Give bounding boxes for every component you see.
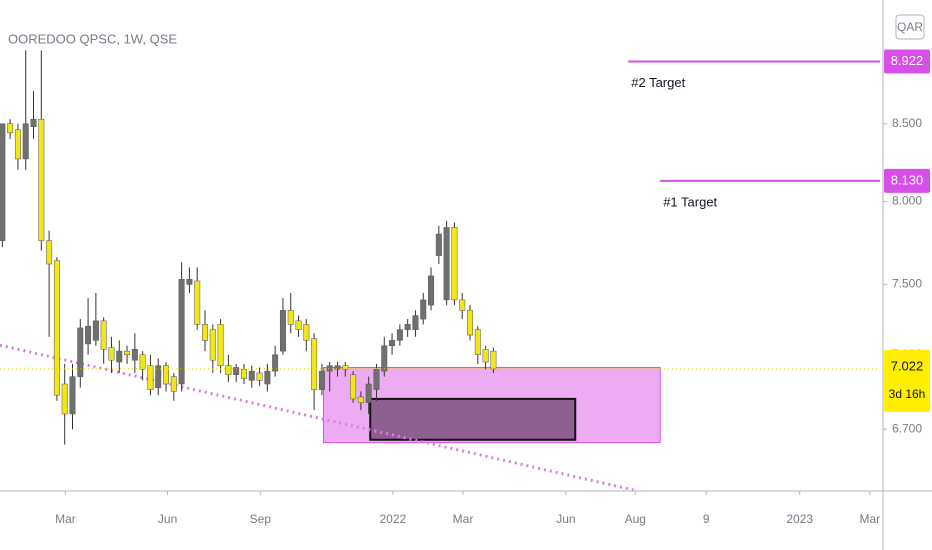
- x-tick-label: Mar: [860, 512, 881, 526]
- candle-body: [443, 227, 450, 301]
- candle-body: [412, 315, 419, 330]
- candle-body: [420, 299, 427, 320]
- candle-body: [163, 365, 170, 385]
- candle-body: [490, 350, 497, 370]
- candle-body: [474, 329, 481, 355]
- candle-body: [357, 396, 364, 403]
- candle-body: [428, 275, 435, 306]
- candle-body: [7, 123, 14, 134]
- candle-body: [139, 354, 146, 370]
- candle-body: [61, 383, 68, 415]
- candle-body: [272, 354, 279, 372]
- candle-body: [92, 320, 99, 341]
- candle-body: [396, 329, 403, 341]
- candle-body: [248, 370, 255, 381]
- candle-body: [256, 372, 263, 381]
- x-tick-label: Mar: [453, 512, 474, 526]
- candle-body: [303, 324, 310, 341]
- price-label: 8.922: [891, 53, 924, 68]
- candle-body: [350, 374, 357, 400]
- x-tick-label: Aug: [625, 512, 646, 526]
- candle-body: [365, 383, 372, 403]
- price-label-box: [884, 168, 930, 193]
- target-label: #1 Target: [663, 194, 717, 209]
- y-tick-label: 8.000: [892, 194, 922, 208]
- candle-body: [46, 240, 53, 265]
- x-tick-label: Sep: [250, 512, 272, 526]
- candle-body: [467, 310, 473, 336]
- candle-body: [233, 367, 240, 376]
- candle-body: [69, 376, 76, 415]
- candle-body: [116, 350, 123, 363]
- price-label: 8.130: [891, 172, 924, 187]
- candle-body: [459, 299, 466, 311]
- candle-body: [100, 320, 107, 350]
- candle-body: [38, 118, 45, 241]
- plot-area: [0, 50, 880, 492]
- trend-line: [0, 343, 636, 492]
- candle-body: [404, 324, 411, 330]
- zone: [369, 397, 577, 441]
- candle-body: [202, 324, 208, 341]
- x-tick-label: Mar: [55, 512, 76, 526]
- candle-body: [85, 325, 92, 345]
- candle-body: [170, 376, 177, 392]
- candle-body: [53, 260, 60, 396]
- candle-body: [178, 279, 185, 385]
- candle-body: [131, 349, 138, 361]
- last-price-box: [884, 349, 930, 412]
- candle-body: [186, 279, 193, 285]
- candle-body: [209, 329, 216, 361]
- candle-body: [389, 340, 396, 346]
- countdown: 3d 16h: [889, 387, 926, 401]
- candle-body: [30, 118, 37, 127]
- candle-body: [240, 369, 247, 379]
- candle-body: [14, 129, 21, 160]
- y-tick-label: 6.700: [892, 421, 922, 435]
- y-tick-label: 8.500: [892, 116, 922, 130]
- x-tick-label: 2022: [379, 512, 406, 526]
- candle-body: [295, 320, 302, 330]
- candle-body: [147, 365, 154, 390]
- x-tick-label: 9: [703, 512, 710, 526]
- chart-title: OOREDOO QPSC, 1W, QSE: [8, 31, 177, 46]
- candle-body: [155, 365, 162, 388]
- candle-body: [318, 370, 325, 390]
- candle-body: [381, 345, 388, 372]
- candle-body: [279, 310, 286, 352]
- last-price-label: 7.022: [891, 358, 924, 373]
- candle-body: [373, 369, 380, 390]
- candle-body: [264, 370, 271, 385]
- candle-body: [342, 365, 349, 370]
- x-tick-label: 2023: [786, 512, 813, 526]
- x-tick-label: Jun: [158, 512, 177, 526]
- y-tick-label: 7.500: [892, 277, 922, 291]
- price-label-box: [884, 49, 930, 74]
- candle-body: [217, 324, 224, 366]
- candle-body: [311, 338, 318, 390]
- currency-box: [895, 14, 925, 40]
- candle-body: [225, 365, 232, 376]
- candle-body: [108, 347, 115, 361]
- target-label: #2 Target: [631, 75, 685, 90]
- candle-body: [0, 123, 6, 241]
- candle-body: [334, 365, 341, 370]
- candle-body: [435, 233, 442, 256]
- candle-body: [22, 123, 29, 160]
- candle-body: [124, 350, 131, 355]
- x-tick-label: Jun: [556, 512, 575, 526]
- currency: QAR: [897, 20, 923, 34]
- candle-body: [326, 365, 333, 372]
- candle-body: [194, 280, 201, 325]
- candle-body: [482, 349, 489, 363]
- candle-body: [287, 310, 294, 325]
- candle-body: [77, 327, 84, 377]
- candle-body: [451, 227, 458, 301]
